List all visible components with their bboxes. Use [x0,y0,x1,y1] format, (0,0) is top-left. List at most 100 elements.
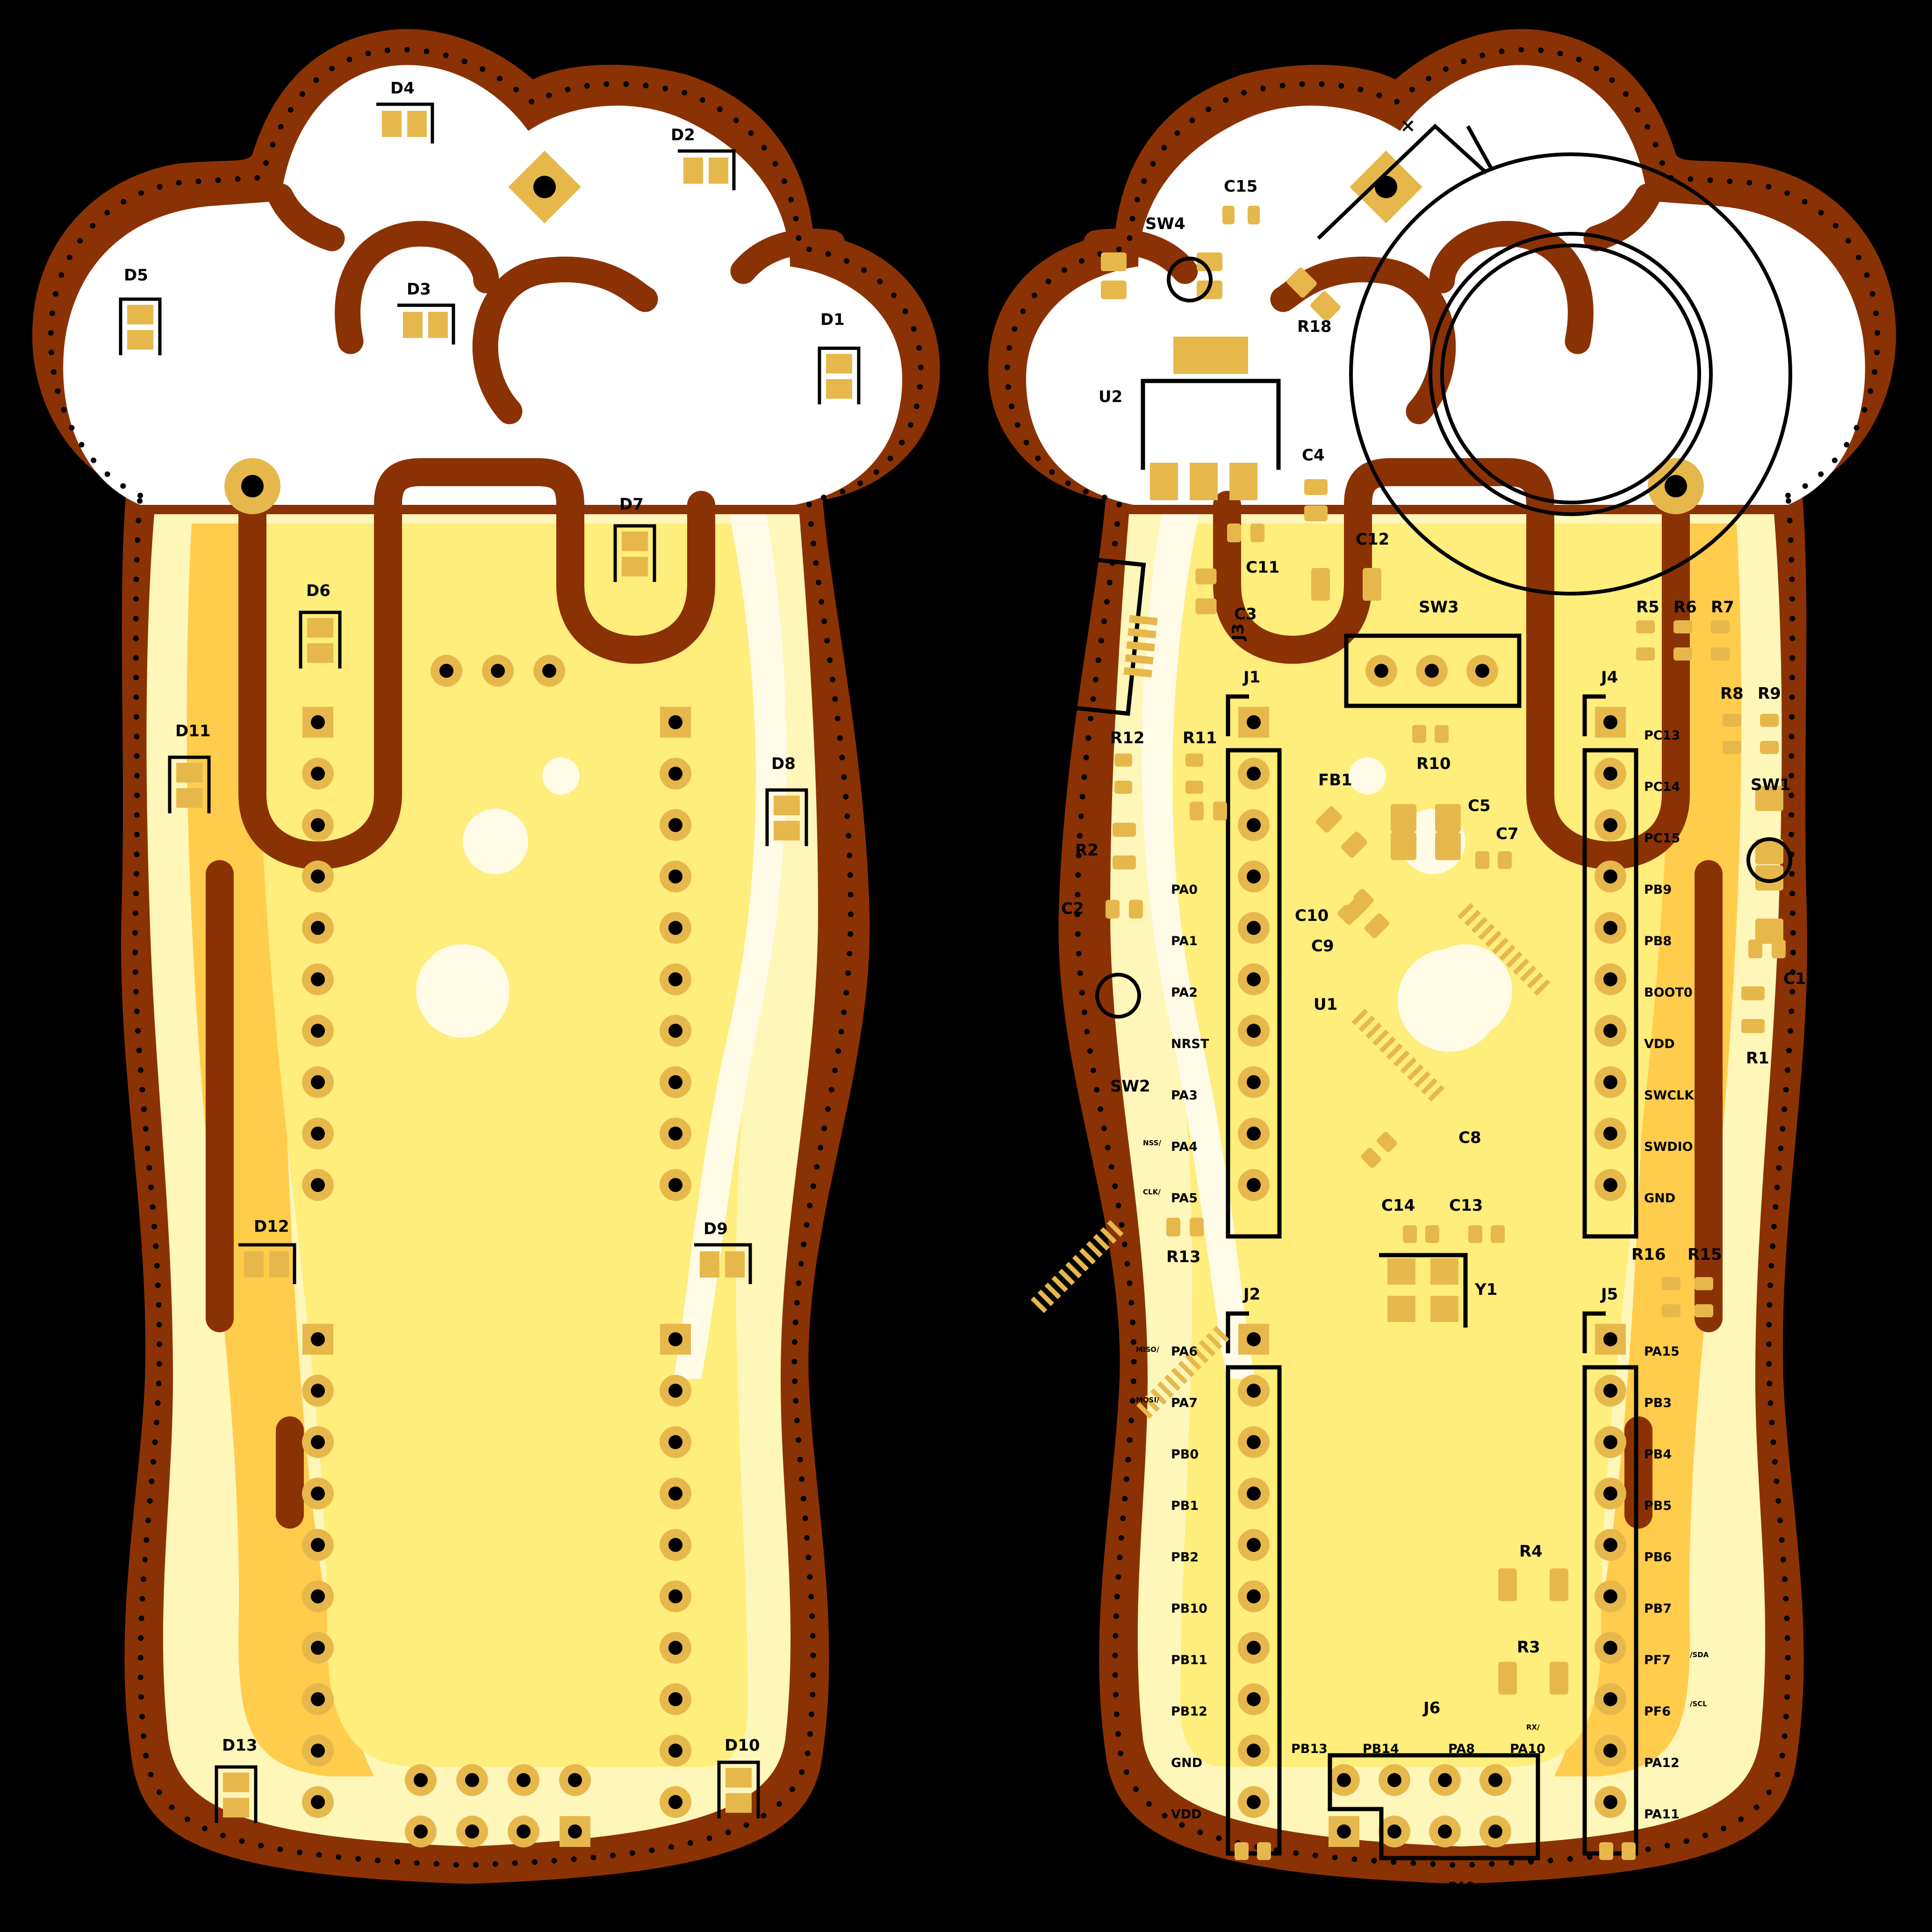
refdes-r13: R13 [1166,1248,1201,1266]
pin-hole [1438,1824,1452,1839]
smd-footprint [1498,1662,1568,1695]
refdes-fb1: FB1 [1318,771,1352,790]
net-pb1: PB1 [1171,1499,1199,1513]
net-note-scl: /SCL [1690,1700,1707,1708]
net-swclk: SWCLK [1644,1088,1695,1103]
refdes-c15: C15 [1224,177,1257,196]
pin-hole [311,921,325,935]
refdes-c11: C11 [1246,558,1279,577]
net-pb10: PB10 [1171,1602,1207,1616]
refdes-r12: R12 [1110,729,1145,747]
led-footprint [238,1243,296,1284]
smd-footprint [1311,568,1381,601]
refdes-j4: J4 [1600,668,1618,687]
pin-hole [1247,1692,1261,1706]
pin-hole [668,972,682,986]
net-pb2: PB2 [1171,1550,1199,1565]
net-gnd: GND [1516,1880,1547,1894]
pin-hole [668,1589,682,1603]
smd-footprint [1723,714,1741,754]
net-pa10: PA10 [1510,1742,1545,1756]
mounting-holes [224,151,581,514]
net-gnd: GND [1171,1756,1202,1770]
refdes-d1: D1 [820,310,845,329]
pin-hole [517,1824,531,1839]
net-pf7: PF7 [1644,1653,1671,1667]
pin-hole [668,1692,682,1706]
smd-footprint [1222,206,1260,224]
pin-hole [311,1332,325,1346]
pin-hole [1488,1773,1502,1787]
header-outline [1226,1365,1282,1856]
smd-footprint [1316,806,1367,858]
smd-footprint [1190,802,1227,820]
pin-hole [668,1384,682,1398]
smd-footprint [1755,865,1783,944]
smd-footprint [1662,1277,1681,1317]
smd-footprint [1195,568,1217,614]
smd-footprint [1741,986,1765,1033]
refdes-r17: R17 [1601,1872,1636,1890]
smd-footprint [1185,754,1203,794]
pin-hole [1247,1435,1261,1449]
battery-holder [1317,123,1792,596]
smd-footprint [1475,851,1512,869]
smd-footprint [1101,252,1222,271]
y1-pad [1430,1258,1458,1285]
pin-hole [668,869,682,883]
pin-hole [311,818,325,832]
led-footprint [168,755,211,813]
pin-hole [311,1487,325,1501]
pin-hole [311,1127,325,1141]
pin-hole [1603,1538,1617,1552]
refdes-r1: R1 [1746,1049,1769,1068]
smd-footprint [1755,786,1783,864]
refdes-sw1: SW1 [1751,776,1791,794]
refdes-r3: R3 [1517,1638,1540,1657]
smd-footprint [1361,1132,1397,1168]
pin-hole [1247,1127,1261,1141]
net-pa8: PA8 [1448,1742,1475,1756]
pin-hole [668,767,682,781]
net-nrst: NRST [1171,1037,1209,1051]
u2-pin [1190,463,1218,500]
refdes-r11: R11 [1183,729,1217,747]
pin-hole [1603,1692,1617,1706]
pin-hole [1247,921,1261,935]
pin-hole [311,1075,325,1089]
smd-footprint [1636,620,1655,661]
pin-hole [311,1795,325,1809]
refdes-r10: R10 [1416,754,1451,773]
smd-footprint [1673,620,1692,661]
refdes-d7: D7 [619,495,644,514]
net-pb12: PB12 [1171,1704,1207,1719]
pin-hole [311,1178,325,1192]
refdes-d10: D10 [725,1736,760,1755]
pin-hole [1425,664,1439,678]
led-footprint [717,1760,760,1818]
refdes-j1: J1 [1243,668,1260,687]
switch-actuator [1095,973,1141,1019]
j3-outline [1060,555,1146,716]
net-pb0: PB0 [1171,1447,1199,1462]
sw3-outline [1344,633,1522,708]
net-pa12: PA12 [1644,1756,1680,1770]
mcu-u1 [1030,903,1551,1419]
pin-hole [491,664,505,678]
net-note-rx: RX/ [1526,1723,1540,1731]
net-pa15: PA15 [1644,1344,1680,1359]
refdes-r2: R2 [1075,841,1099,860]
pin-hole [668,1332,682,1346]
smd-footprint [1113,823,1136,869]
pcb-front [32,29,940,1884]
pin-hole [542,664,556,678]
smd-footprint [1106,900,1143,919]
net-pb14: PB14 [1363,1742,1399,1756]
pin-hole [1247,1641,1261,1655]
refdes-sw4: SW4 [1145,215,1185,233]
smd-footprint [1468,1225,1505,1243]
pin-hole [1247,1795,1261,1809]
pin-hole [311,1641,325,1655]
smd-footprint [1114,754,1132,794]
